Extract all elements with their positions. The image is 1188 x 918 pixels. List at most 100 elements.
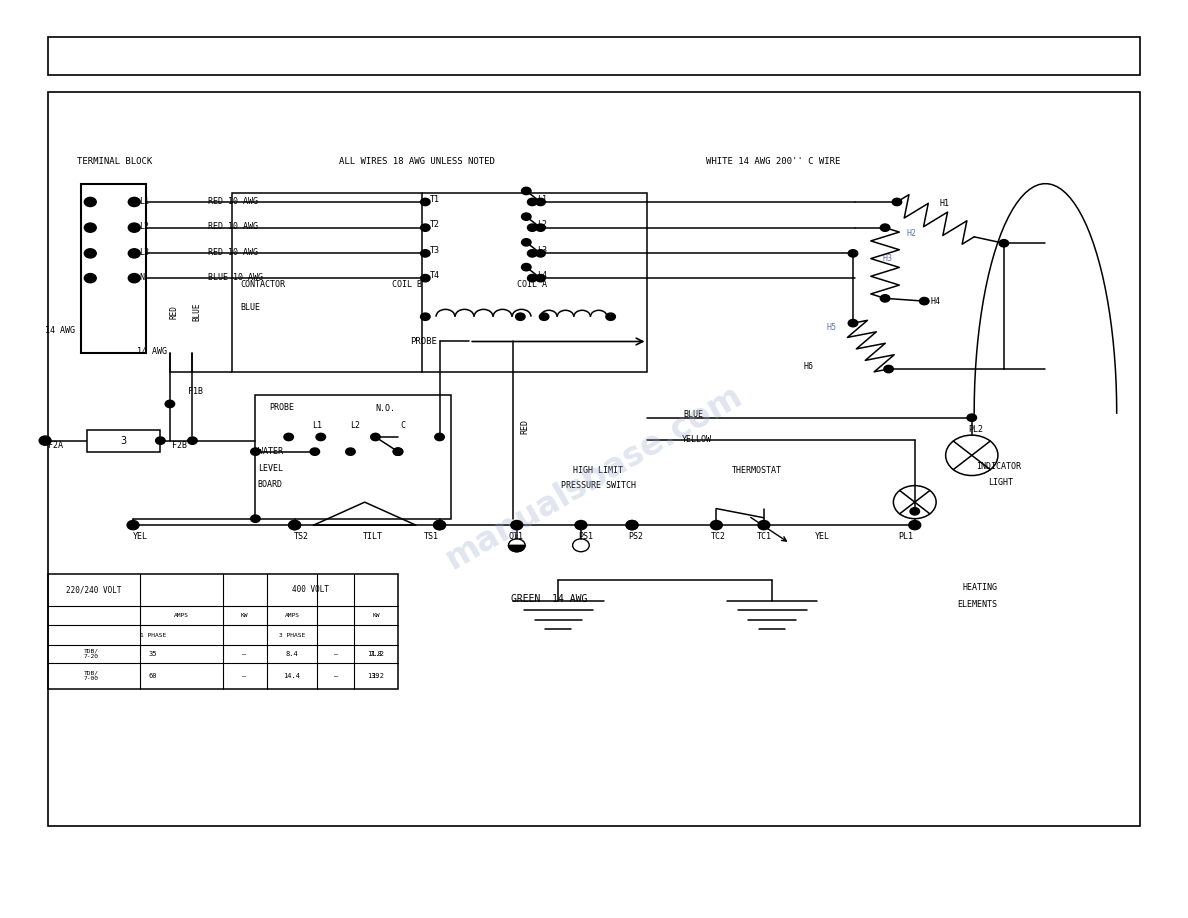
Circle shape [920,297,929,305]
Circle shape [434,521,446,530]
Text: TILT: TILT [362,532,383,541]
Text: L4: L4 [537,271,546,280]
Circle shape [536,274,545,282]
Text: 7.8: 7.8 [369,651,383,657]
Text: —: — [242,651,247,657]
Text: TDB/
7-00: TDB/ 7-00 [84,670,99,681]
Text: H4: H4 [930,297,940,306]
Circle shape [346,448,355,455]
Circle shape [284,433,293,441]
Text: L3: L3 [537,246,546,255]
Circle shape [188,437,197,444]
Text: H6: H6 [803,362,813,371]
Circle shape [84,249,96,258]
Circle shape [880,295,890,302]
Circle shape [128,274,140,283]
Circle shape [527,224,537,231]
Circle shape [421,313,430,320]
Text: 14 AWG: 14 AWG [45,326,75,335]
Text: PL1: PL1 [898,532,914,541]
Text: PRESSURE SWITCH: PRESSURE SWITCH [561,481,636,490]
Text: N.O.: N.O. [375,404,396,413]
Circle shape [84,223,96,232]
Text: 3: 3 [120,436,127,445]
Text: 13.2: 13.2 [367,673,385,679]
Circle shape [758,521,770,530]
Circle shape [536,250,545,257]
Text: 35: 35 [148,651,157,657]
Circle shape [421,224,430,231]
Circle shape [251,448,260,455]
Circle shape [84,197,96,207]
Text: L2: L2 [139,222,148,231]
Wedge shape [508,545,525,552]
Circle shape [522,263,531,271]
Circle shape [527,250,537,257]
Text: —: — [334,673,339,679]
Text: manualsbase.com: manualsbase.com [440,379,748,576]
Text: N: N [139,273,144,282]
Text: BLUE: BLUE [192,303,202,321]
Text: T3: T3 [430,246,440,255]
Text: 400 VOLT: 400 VOLT [292,586,329,594]
Circle shape [539,313,549,320]
Text: PS2: PS2 [628,532,644,541]
Text: INDICATOR: INDICATOR [977,462,1022,471]
Circle shape [848,319,858,327]
Text: BOARD: BOARD [258,480,283,489]
Text: 14.4: 14.4 [284,673,301,679]
Text: AMPS: AMPS [285,613,299,618]
Text: BLUE: BLUE [683,410,703,420]
Text: BLUE: BLUE [240,303,260,312]
Text: 220/240 VOLT: 220/240 VOLT [67,586,121,594]
Text: AMPS: AMPS [173,613,189,618]
Text: H1: H1 [940,199,949,208]
Text: L1: L1 [537,195,546,204]
Text: KW: KW [241,613,248,618]
Circle shape [435,433,444,441]
Circle shape [527,274,537,282]
Circle shape [522,187,531,195]
Text: 11.2: 11.2 [367,651,385,657]
Circle shape [527,198,537,206]
Circle shape [127,521,139,530]
Circle shape [909,521,921,530]
Circle shape [522,239,531,246]
Circle shape [516,313,525,320]
Text: YEL: YEL [133,532,148,541]
Text: OT1: OT1 [508,532,524,541]
Circle shape [606,313,615,320]
Text: PROBE: PROBE [270,403,295,412]
Text: PROBE: PROBE [410,337,437,346]
Bar [48,574,398,688]
Text: WATER: WATER [258,447,283,456]
Text: TDB/
7-20: TDB/ 7-20 [84,649,99,659]
Circle shape [84,274,96,283]
Circle shape [892,198,902,206]
Text: L2: L2 [350,421,360,431]
Text: F2B: F2B [172,441,188,450]
Text: THERMOSTAT: THERMOSTAT [732,465,782,475]
Circle shape [289,521,301,530]
Text: RED: RED [170,305,179,319]
Bar [232,193,647,372]
Text: T4: T4 [430,271,440,280]
Circle shape [39,436,51,445]
Text: CONTACTOR: CONTACTOR [240,280,285,289]
Text: ALL WIRES 18 AWG UNLESS NOTED: ALL WIRES 18 AWG UNLESS NOTED [339,157,494,166]
Text: RED 10 AWG: RED 10 AWG [208,248,258,257]
Text: F1B: F1B [188,387,203,397]
Text: KW: KW [372,613,380,618]
Text: TC1: TC1 [757,532,772,541]
Text: YEL: YEL [815,532,830,541]
Circle shape [393,448,403,455]
Circle shape [251,515,260,522]
Text: F2A: F2A [48,441,63,450]
Text: TS2: TS2 [293,532,309,541]
Text: 1 PHASE: 1 PHASE [139,633,166,638]
Text: BLUE 10 AWG: BLUE 10 AWG [208,273,263,282]
Text: RED 10 AWG: RED 10 AWG [208,196,258,206]
Text: COIL A: COIL A [517,280,546,289]
Text: 60: 60 [148,673,157,679]
Circle shape [575,521,587,530]
